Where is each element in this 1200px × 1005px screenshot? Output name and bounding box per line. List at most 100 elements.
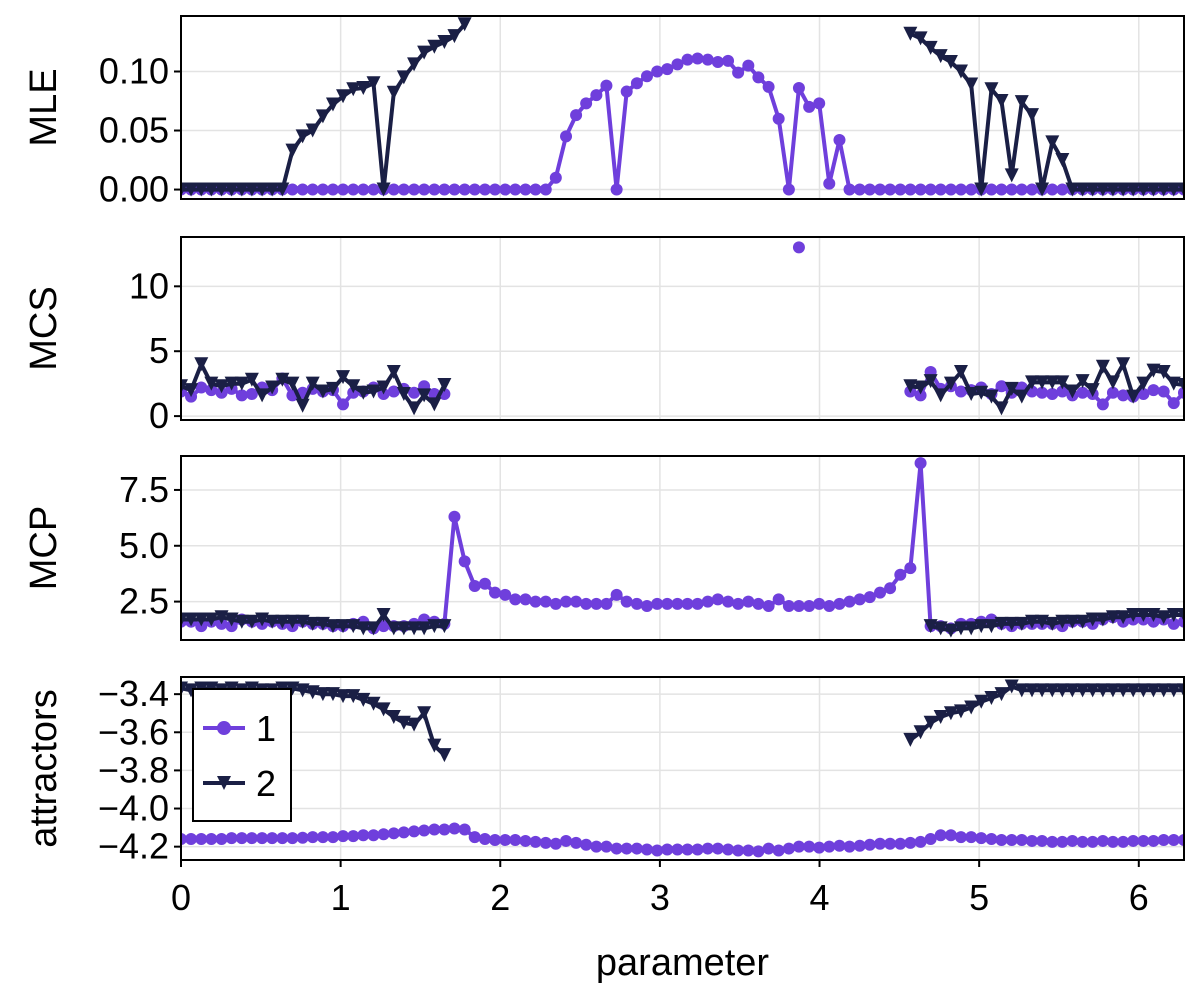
data-point-series-1 (792, 241, 805, 254)
data-point-series-2 (1085, 683, 1100, 698)
data-point-series-1 (782, 600, 795, 613)
data-point-series-2 (1065, 182, 1080, 197)
data-point-series-2 (407, 717, 422, 732)
data-point-series-2 (1146, 363, 1161, 378)
data-point-series-1 (823, 840, 836, 853)
data-point-series-1 (1177, 386, 1184, 399)
data-point-series-1 (195, 381, 208, 394)
y-tick-label: 0 (149, 395, 169, 436)
data-point-series-2 (1055, 614, 1070, 629)
data-point-series-2 (974, 182, 989, 197)
data-point-series-1 (792, 840, 805, 853)
data-point-series-2 (943, 623, 958, 638)
data-point-series-1 (863, 183, 876, 196)
data-point-series-2 (437, 619, 452, 634)
panel-frame (180, 236, 1185, 421)
data-point-series-2 (204, 612, 219, 627)
data-point-series-1 (701, 53, 714, 66)
data-point-series-2 (255, 388, 270, 403)
data-point-series-2 (295, 129, 310, 144)
data-point-series-1 (722, 843, 735, 856)
data-point-series-1 (813, 97, 826, 110)
data-point-series-2 (427, 738, 442, 753)
panel-1: 0 5 10 MCS (23, 236, 1185, 436)
data-point-series-2 (417, 621, 432, 636)
data-point-series-2 (1126, 182, 1141, 197)
data-point-series-1 (560, 130, 573, 143)
data-point-series-1 (560, 834, 573, 847)
data-point-series-2 (366, 696, 381, 711)
data-point-series-2 (457, 17, 472, 32)
data-point-series-2 (1105, 375, 1120, 390)
data-point-series-2 (356, 692, 371, 707)
data-point-series-1 (1025, 834, 1038, 847)
data-point-series-2 (315, 616, 330, 631)
data-point-series-2 (903, 732, 918, 747)
x-tick-label: 6 (1129, 877, 1149, 918)
data-point-series-1 (640, 843, 653, 856)
data-point-series-1 (570, 595, 583, 608)
data-point-series-2 (305, 616, 320, 631)
data-point-series-1 (509, 183, 522, 196)
data-point-series-2 (984, 690, 999, 705)
data-point-series-1 (853, 839, 866, 852)
data-point-series-1 (448, 822, 461, 835)
data-point-series-1 (630, 77, 643, 90)
data-point-series-1 (894, 568, 907, 581)
data-point-series-2 (181, 681, 188, 696)
data-point-series-2 (1004, 616, 1019, 631)
data-point-series-1 (732, 597, 745, 610)
data-point-series-2 (346, 379, 361, 394)
y-tick-label: 10 (129, 265, 169, 306)
data-point-series-1 (671, 843, 684, 856)
data-point-series-1 (377, 828, 390, 841)
data-point-series-1 (590, 840, 603, 853)
data-point-series-2 (244, 614, 259, 629)
data-point-series-1 (944, 183, 957, 196)
data-point-series-1 (833, 597, 846, 610)
data-point-series-1 (185, 833, 198, 846)
data-point-series-2 (1045, 683, 1060, 698)
data-point-series-2 (427, 397, 442, 412)
data-point-series-2 (194, 357, 209, 372)
data-point-series-2 (1116, 357, 1131, 372)
data-point-series-1 (1005, 183, 1018, 196)
data-point-series-2 (1156, 364, 1171, 379)
data-point-series-1 (843, 595, 856, 608)
data-point-series-1 (954, 183, 967, 196)
data-point-series-1 (1137, 388, 1150, 401)
data-point-series-2 (923, 715, 938, 730)
data-point-series-1 (488, 833, 501, 846)
data-point-series-1 (813, 597, 826, 610)
panel-frame (180, 15, 1185, 200)
data-point-series-2 (417, 388, 432, 403)
data-point-series-2 (285, 376, 300, 391)
data-point-series-1 (1066, 834, 1079, 847)
data-point-series-1 (1015, 183, 1028, 196)
data-point-series-1 (286, 183, 299, 196)
data-point-series-1 (428, 823, 441, 836)
data-point-series-1 (549, 837, 562, 850)
data-point-series-1 (1056, 385, 1069, 398)
data-point-series-2 (285, 614, 300, 629)
x-tick-label: 5 (969, 877, 989, 918)
data-point-series-1 (995, 833, 1008, 846)
data-point-series-1 (1106, 386, 1119, 399)
data-point-series-2 (336, 689, 351, 704)
data-point-series-2 (1045, 616, 1060, 631)
data-point-series-2 (234, 182, 249, 197)
y-tick-label: −4.0 (98, 788, 169, 829)
data-point-series-1 (296, 831, 309, 844)
data-point-series-2 (336, 370, 351, 385)
data-point-series-1 (742, 844, 755, 857)
data-point-series-1 (468, 183, 481, 196)
data-point-series-1 (752, 71, 765, 84)
data-point-series-1 (681, 53, 694, 66)
data-point-series-2 (325, 687, 340, 702)
data-point-series-1 (1167, 617, 1180, 630)
data-point-series-1 (1005, 833, 1018, 846)
y-axis-title: MCS (23, 286, 65, 370)
data-point-series-1 (1046, 835, 1059, 848)
data-point-series-2 (1014, 389, 1029, 404)
y-tick-label: 5 (149, 330, 169, 371)
